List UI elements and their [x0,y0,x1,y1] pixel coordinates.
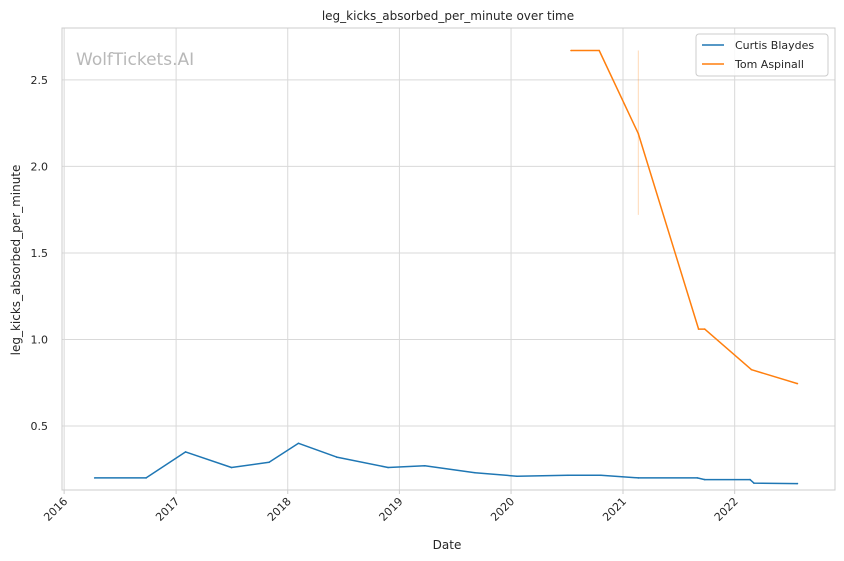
data-point-curtis-blaydes [703,478,706,481]
data-point-curtis-blaydes [749,478,751,481]
data-point-tom-aspinall [750,368,753,371]
y-tick-label: 2.5 [31,74,49,87]
data-point-tom-aspinall [637,132,640,135]
data-point-curtis-blaydes [599,474,602,477]
data-point-curtis-blaydes [297,442,300,445]
data-point-tom-aspinall [570,49,572,52]
legend: Curtis Blaydes Tom Aspinall [695,33,829,77]
data-point-curtis-blaydes [387,466,389,469]
x-axis-label: Date [433,538,462,552]
y-tick-label: 2.0 [31,160,49,173]
data-point-curtis-blaydes [335,456,338,458]
legend-frame [695,33,829,77]
data-point-curtis-blaydes [474,471,476,474]
data-point-tom-aspinall [697,328,700,330]
grid [62,28,835,494]
data-point-tom-aspinall [703,328,706,330]
chart-title: leg_kicks_absorbed_per_minute over time [322,9,574,23]
data-point-curtis-blaydes [753,482,755,484]
legend-label-tom-aspinall: Tom Aspinall [734,58,804,71]
watermark: WolfTickets.AI [76,50,194,70]
y-tick-label: 0.5 [31,420,49,433]
y-tick-labels: 0.5 1.0 1.5 2.0 2.5 [31,74,49,433]
data-point-curtis-blaydes [268,461,270,464]
data-point-curtis-blaydes [696,477,699,479]
data-point-curtis-blaydes [424,465,426,467]
data-point-tom-aspinall [796,382,799,385]
data-point-curtis-blaydes [184,451,187,453]
data-point-curtis-blaydes [145,477,147,479]
data-point-curtis-blaydes [93,477,96,479]
data-point-curtis-blaydes [637,477,640,479]
series-layer [93,49,799,485]
data-point-tom-aspinall [598,49,600,52]
plot-frame [61,27,836,491]
legend-label-curtis-blaydes: Curtis Blaydes [735,39,814,52]
data-point-curtis-blaydes [516,475,518,478]
data-point-curtis-blaydes [567,474,569,477]
data-point-curtis-blaydes [230,466,233,469]
y-axis-label: leg_kicks_absorbed_per_minute [9,165,23,356]
data-point-curtis-blaydes [796,482,799,485]
y-tick-label: 1.0 [31,333,49,346]
y-tick-label: 1.5 [31,247,49,260]
